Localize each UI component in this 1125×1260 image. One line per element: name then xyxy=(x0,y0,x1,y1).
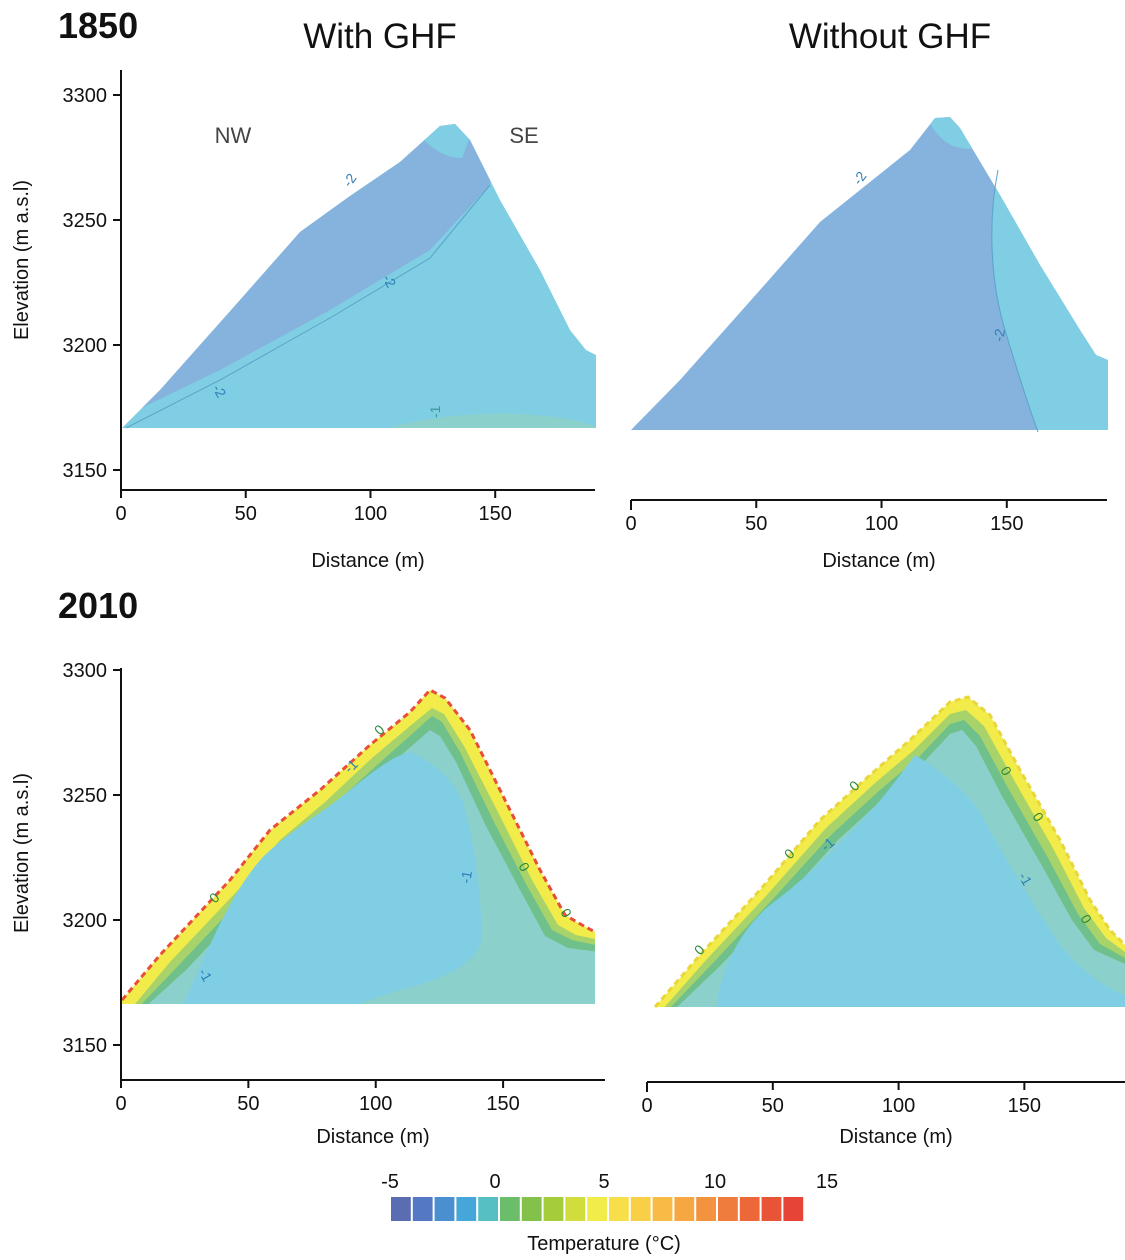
column-title-without-ghf: Without GHF xyxy=(789,17,991,56)
colorbar-swatch xyxy=(434,1197,455,1221)
contour-label: -1 xyxy=(457,869,475,884)
colorbar-swatch xyxy=(739,1197,760,1221)
direction-label-se: SE xyxy=(509,123,538,148)
zone-minus-1-5 xyxy=(180,752,482,1004)
y-axis-title: Elevation (m a.s.l) xyxy=(11,773,33,933)
x-tick-label: 100 xyxy=(882,1095,915,1117)
colorbar-tick-label: 5 xyxy=(598,1171,609,1193)
colorbar-tick-label: -5 xyxy=(381,1171,399,1193)
colorbar-swatch xyxy=(521,1197,542,1221)
x-tick-label: 150 xyxy=(486,1093,519,1115)
y-tick-label: 3300 xyxy=(63,660,108,682)
column-title-with-ghf: With GHF xyxy=(303,17,457,56)
y-tick-label: 3150 xyxy=(63,1035,108,1057)
colorbar-swatch xyxy=(718,1197,738,1221)
y-tick-label: 3200 xyxy=(63,910,108,932)
colorbar-tick-label: 15 xyxy=(816,1171,838,1193)
zone-minus-1-5 xyxy=(716,755,1125,1007)
colorbar-swatch xyxy=(478,1197,498,1221)
colorbar: -5 0 5 10 15 Temperature (°C) xyxy=(381,1171,838,1255)
colorbar-swatch xyxy=(500,1197,520,1221)
x-tick-label: 0 xyxy=(115,503,126,525)
zone-minus-1-5-peak xyxy=(410,124,480,158)
x-tick-label: 100 xyxy=(354,503,387,525)
y-tick-label: 3300 xyxy=(63,85,108,107)
x-axis-title: Distance (m) xyxy=(822,550,935,572)
colorbar-swatch xyxy=(609,1197,629,1221)
y-tick-label: 3200 xyxy=(63,335,108,357)
y-tick-label: 3250 xyxy=(63,785,108,807)
x-tick-label: 50 xyxy=(745,513,767,535)
temperature-field xyxy=(655,697,1125,1007)
colorbar-swatch xyxy=(783,1197,804,1221)
colorbar-swatch xyxy=(456,1197,477,1221)
temperature-field xyxy=(122,124,596,428)
y-tick-label: 3250 xyxy=(63,210,108,232)
x-tick-label: 150 xyxy=(990,513,1023,535)
x-tick-label: 0 xyxy=(115,1093,126,1115)
colorbar-swatch xyxy=(761,1197,782,1221)
colorbar-swatch xyxy=(565,1197,586,1221)
x-tick-label: 150 xyxy=(1008,1095,1041,1117)
x-axis-title: Distance (m) xyxy=(839,1126,952,1148)
x-tick-label: 50 xyxy=(762,1095,784,1117)
x-tick-label: 50 xyxy=(235,503,257,525)
row-title-2010: 2010 xyxy=(58,585,138,626)
y-tick-label: 3150 xyxy=(63,460,108,482)
contour-label: -1 xyxy=(427,405,443,418)
colorbar-swatch xyxy=(630,1197,651,1221)
contour-label: -2 xyxy=(990,327,1008,342)
y-axis-title: Elevation (m a.s.l) xyxy=(11,180,33,340)
x-tick-label: 100 xyxy=(359,1093,392,1115)
x-tick-label: 0 xyxy=(625,513,636,535)
x-tick-label: 0 xyxy=(641,1095,652,1117)
temperature-field xyxy=(122,690,595,1004)
isotherm-minus-2 xyxy=(125,184,491,429)
colorbar-swatch xyxy=(696,1197,716,1221)
surface-isotherm-warm xyxy=(653,695,1125,1008)
colorbar-swatch xyxy=(674,1197,695,1221)
colorbar-swatch xyxy=(412,1197,433,1221)
colorbar-swatch xyxy=(652,1197,673,1221)
surface-isotherm-hot xyxy=(120,688,596,1001)
x-tick-label: 150 xyxy=(479,503,512,525)
colorbar-tick-label: 10 xyxy=(704,1171,726,1193)
colorbar-swatch xyxy=(587,1197,607,1221)
colorbar-label: Temperature (°C) xyxy=(527,1233,681,1255)
temperature-field xyxy=(631,117,1108,430)
x-tick-label: 100 xyxy=(865,513,898,535)
contour-label: -2 xyxy=(339,170,359,190)
x-axis-title: Distance (m) xyxy=(316,1126,429,1148)
x-tick-label: 50 xyxy=(237,1093,259,1115)
colorbar-swatch xyxy=(543,1197,564,1221)
isotherm-minus-2 xyxy=(991,169,1039,433)
row-title-1850: 1850 xyxy=(58,5,138,46)
x-axis-title: Distance (m) xyxy=(311,550,424,572)
direction-label-nw: NW xyxy=(215,123,252,148)
colorbar-tick-label: 0 xyxy=(489,1171,500,1193)
colorbar-swatch xyxy=(391,1197,411,1221)
zone-minus-0-5 xyxy=(380,413,596,428)
